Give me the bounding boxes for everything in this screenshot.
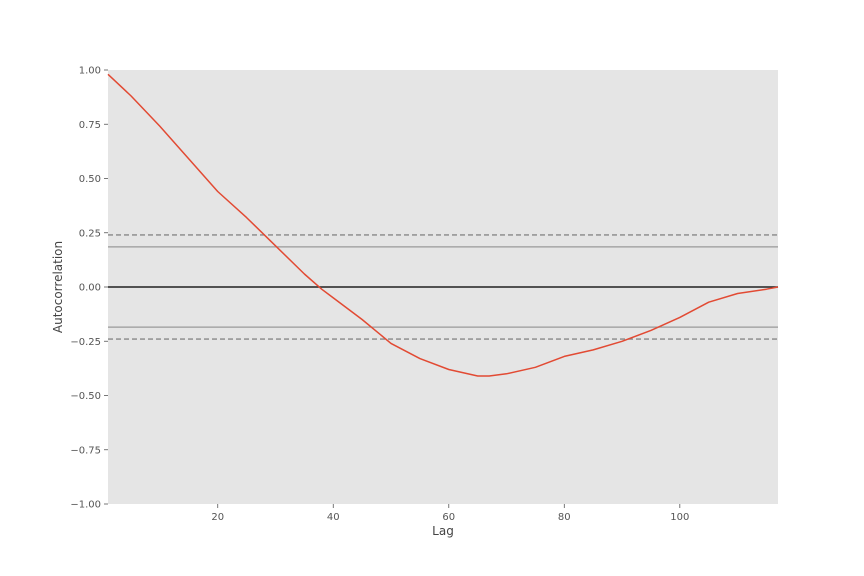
x-axis: 20 40 60 80 100 [211, 504, 689, 523]
x-tick-label-2: 60 [442, 512, 455, 523]
y-tick-label-5: −0.25 [70, 337, 101, 348]
x-tick-label-3: 80 [558, 512, 571, 523]
y-tick-label-0: 1.00 [79, 66, 101, 77]
y-tick-label-8: −1.00 [70, 500, 101, 511]
y-tick-label-2: 0.50 [79, 174, 101, 185]
y-axis: 1.00 0.75 0.50 0.25 0.00 −0.25 −0.50 −0.75 −1.00 [70, 66, 108, 511]
y-tick-label-4: 0.00 [79, 283, 101, 294]
series-layer [107, 73, 779, 377]
x-axis-label: Lag [432, 524, 454, 538]
y-tick-label-3: 0.25 [79, 228, 101, 239]
x-tick-label-0: 20 [211, 512, 224, 523]
series-line-0 [107, 73, 779, 377]
x-tick-label-4: 100 [670, 512, 689, 523]
y-tick-label-7: −0.75 [70, 445, 101, 456]
x-tick-label-1: 40 [327, 512, 340, 523]
y-axis-label: Autocorrelation [51, 241, 65, 333]
y-tick-label-6: −0.50 [70, 391, 101, 402]
y-tick-label-1: 0.75 [79, 120, 101, 131]
confidence-bands [108, 234, 778, 340]
